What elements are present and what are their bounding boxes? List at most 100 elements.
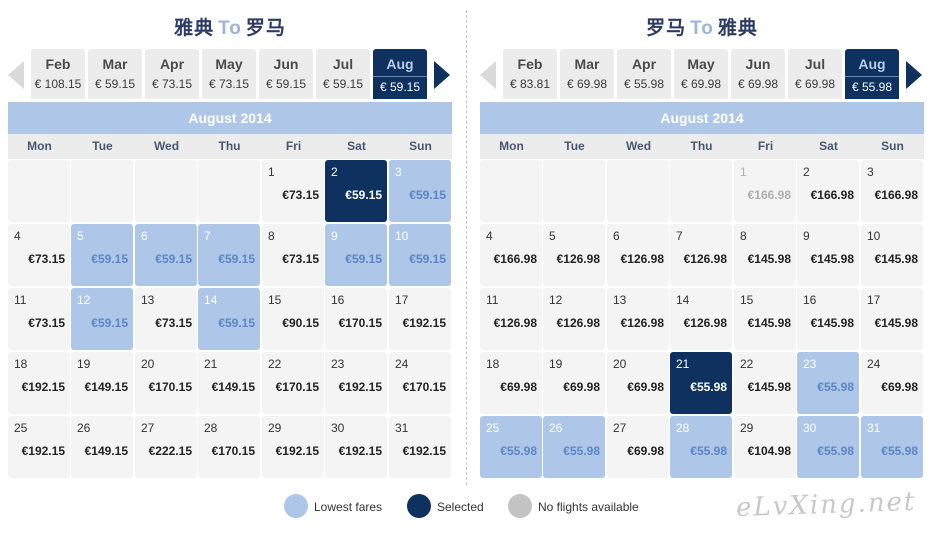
month-tab-aug[interactable]: Aug € 55.98 (845, 49, 899, 99)
calendar-day-23[interactable]: 23 €55.98 (797, 352, 859, 414)
calendar-day-13[interactable]: 13 €126.98 (607, 288, 669, 350)
calendar-day-17[interactable]: 17 €145.98 (861, 288, 923, 350)
calendar-day-23[interactable]: 23 €192.15 (325, 352, 387, 414)
calendar-day-9[interactable]: 9 €59.15 (325, 224, 387, 286)
calendar-day-27[interactable]: 27 €222.15 (135, 416, 197, 478)
month-tab-apr[interactable]: Apr € 73.15 (145, 49, 199, 99)
calendar-day-15[interactable]: 15 €90.15 (262, 288, 324, 350)
calendar-day-8[interactable]: 8 €145.98 (734, 224, 796, 286)
calendar-day-3[interactable]: 3 €166.98 (861, 160, 923, 222)
month-tab-apr[interactable]: Apr € 55.98 (617, 49, 671, 99)
calendar-day-28[interactable]: 28 €55.98 (670, 416, 732, 478)
calendar-day-30[interactable]: 30 €192.15 (325, 416, 387, 478)
day-fare: €59.15 (91, 252, 128, 266)
calendar-day-27[interactable]: 27 €69.98 (607, 416, 669, 478)
calendar-day-31[interactable]: 31 €192.15 (389, 416, 451, 478)
calendar-day-1[interactable]: 1 €73.15 (262, 160, 324, 222)
calendar-day-29[interactable]: 29 €192.15 (262, 416, 324, 478)
calendar-day-14[interactable]: 14 €59.15 (198, 288, 260, 350)
month-tab-mar[interactable]: Mar € 59.15 (88, 49, 142, 99)
calendar-day-9[interactable]: 9 €145.98 (797, 224, 859, 286)
calendar-grid: 1 €73.15 2 €59.15 3 €59.15 4 €73.15 5 €59.15 6 €59.… (8, 160, 452, 478)
month-tab-feb[interactable]: Feb € 108.15 (31, 49, 85, 99)
month-tab-may[interactable]: May € 73.15 (202, 49, 256, 99)
calendar-day-21[interactable]: 21 €55.98 (670, 352, 732, 414)
calendar-day-17[interactable]: 17 €192.15 (389, 288, 451, 350)
calendar-day-2[interactable]: 2 €59.15 (325, 160, 387, 222)
route-title: 罗马 To 雅典 (480, 13, 924, 40)
calendar-day-21[interactable]: 21 €149.15 (198, 352, 260, 414)
calendar-day-13[interactable]: 13 €73.15 (135, 288, 197, 350)
day-fare: €90.15 (282, 316, 319, 330)
day-number: 24 (395, 357, 409, 371)
calendar-day-5[interactable]: 5 €126.98 (543, 224, 605, 286)
calendar-day-20[interactable]: 20 €69.98 (607, 352, 669, 414)
calendar-day-12[interactable]: 12 €126.98 (543, 288, 605, 350)
day-number: 21 (676, 357, 690, 371)
calendar-day-5[interactable]: 5 €59.15 (71, 224, 133, 286)
calendar-day-25[interactable]: 25 €192.15 (8, 416, 70, 478)
month-tab-jul[interactable]: Jul € 59.15 (316, 49, 370, 99)
calendar-day-22[interactable]: 22 €170.15 (262, 352, 324, 414)
calendar-day-16[interactable]: 16 €170.15 (325, 288, 387, 350)
next-month-arrow-icon[interactable] (434, 61, 450, 89)
calendar-day-19[interactable]: 19 €69.98 (543, 352, 605, 414)
calendar-day-18[interactable]: 18 €192.15 (8, 352, 70, 414)
day-fare: €55.98 (563, 444, 600, 458)
calendar-day-19[interactable]: 19 €149.15 (71, 352, 133, 414)
calendar-day-6[interactable]: 6 €59.15 (135, 224, 197, 286)
day-number: 9 (803, 229, 810, 243)
weekday-label: Sun (409, 139, 432, 153)
calendar-day-4[interactable]: 4 €166.98 (480, 224, 542, 286)
calendar-day-10[interactable]: 10 €59.15 (389, 224, 451, 286)
month-tab-name: Mar (574, 56, 600, 72)
calendar-day-10[interactable]: 10 €145.98 (861, 224, 923, 286)
month-tab-jun[interactable]: Jun € 59.15 (259, 49, 313, 99)
calendar-day-20[interactable]: 20 €170.15 (135, 352, 197, 414)
prev-month-arrow-icon[interactable] (480, 61, 496, 89)
prev-month-arrow-icon[interactable] (8, 61, 24, 89)
calendar-day-12[interactable]: 12 €59.15 (71, 288, 133, 350)
no-flights-swatch-icon (508, 494, 532, 518)
month-tab-jul[interactable]: Jul € 69.98 (788, 49, 842, 99)
day-number: 1 (740, 165, 747, 179)
calendar-day-30[interactable]: 30 €55.98 (797, 416, 859, 478)
month-tab-may[interactable]: May € 69.98 (674, 49, 728, 99)
calendar-day-7[interactable]: 7 €59.15 (198, 224, 260, 286)
calendar-day-29[interactable]: 29 €104.98 (734, 416, 796, 478)
month-tab-aug[interactable]: Aug € 59.15 (373, 49, 427, 99)
calendar-day-2[interactable]: 2 €166.98 (797, 160, 859, 222)
calendar-day-11[interactable]: 11 €126.98 (480, 288, 542, 350)
calendar-day-28[interactable]: 28 €170.15 (198, 416, 260, 478)
month-tab-price: € 69.98 (680, 77, 722, 91)
month-tab-price: € 59.15 (94, 77, 136, 91)
calendar-day-25[interactable]: 25 €55.98 (480, 416, 542, 478)
calendar-day-24[interactable]: 24 €170.15 (389, 352, 451, 414)
calendar-day-16[interactable]: 16 €145.98 (797, 288, 859, 350)
calendar-day-14[interactable]: 14 €126.98 (670, 288, 732, 350)
calendar-day-22[interactable]: 22 €145.98 (734, 352, 796, 414)
day-fare: €166.98 (810, 188, 854, 202)
calendar-day-15[interactable]: 15 €145.98 (734, 288, 796, 350)
month-tab-name: Jun (273, 56, 299, 72)
month-tab-price: € 69.98 (737, 77, 779, 91)
calendar-day-11[interactable]: 11 €73.15 (8, 288, 70, 350)
calendar-day-26[interactable]: 26 €149.15 (71, 416, 133, 478)
calendar-day-7[interactable]: 7 €126.98 (670, 224, 732, 286)
day-number: 29 (268, 421, 282, 435)
calendar-empty-cell (71, 160, 133, 222)
month-tab-feb[interactable]: Feb € 83.81 (503, 49, 557, 99)
month-tab-price: € 59.15 (373, 76, 427, 94)
calendar-day-8[interactable]: 8 €73.15 (262, 224, 324, 286)
next-month-arrow-icon[interactable] (906, 61, 922, 89)
calendar-day-31[interactable]: 31 €55.98 (861, 416, 923, 478)
calendar-day-24[interactable]: 24 €69.98 (861, 352, 923, 414)
calendar-day-26[interactable]: 26 €55.98 (543, 416, 605, 478)
weekday-label: Sat (819, 139, 838, 153)
calendar-day-4[interactable]: 4 €73.15 (8, 224, 70, 286)
calendar-day-6[interactable]: 6 €126.98 (607, 224, 669, 286)
month-tab-jun[interactable]: Jun € 69.98 (731, 49, 785, 99)
calendar-day-3[interactable]: 3 €59.15 (389, 160, 451, 222)
calendar-day-18[interactable]: 18 €69.98 (480, 352, 542, 414)
month-tab-mar[interactable]: Mar € 69.98 (560, 49, 614, 99)
